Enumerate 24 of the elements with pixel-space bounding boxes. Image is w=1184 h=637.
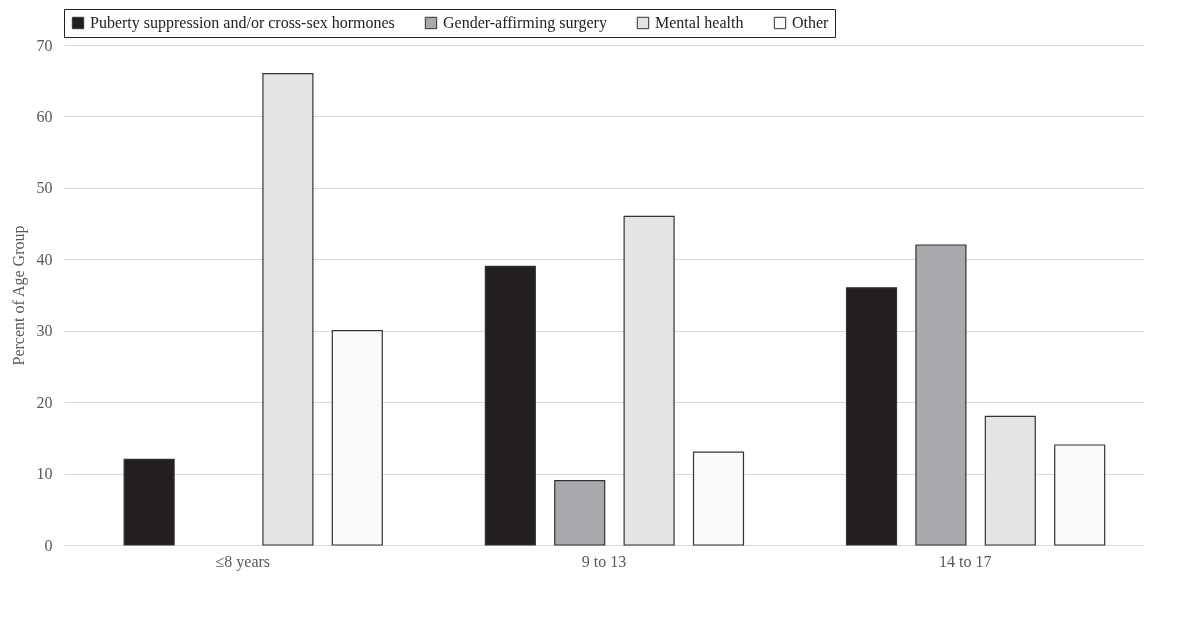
y-tick-label: 0: [44, 536, 53, 554]
bar: [331, 330, 383, 546]
y-tick-label: 60: [36, 107, 53, 125]
x-tick-label: ≤8 years: [215, 552, 271, 571]
legend-label: Puberty suppression and/or cross-sex hormones: [90, 14, 395, 32]
y-tick-label: 10: [36, 465, 53, 483]
y-tick-label: 70: [36, 36, 53, 54]
y-tick-label: 30: [36, 322, 53, 340]
bar: [915, 244, 967, 546]
legend-label: Mental health: [655, 14, 744, 31]
bar: [554, 480, 606, 546]
y-tick-label: 40: [36, 250, 53, 268]
bar: [845, 287, 898, 546]
y-axis-title: Percent of Age Group: [9, 225, 28, 366]
bar: [1054, 444, 1106, 546]
bar: [484, 265, 536, 546]
bar: [692, 451, 745, 546]
y-tick-label: 20: [36, 393, 53, 411]
x-tick-label: 9 to 13: [581, 552, 627, 570]
y-tick-label: 50: [36, 179, 53, 197]
legend-label: Gender-affirming surgery: [443, 14, 607, 32]
bar: [123, 458, 175, 546]
x-tick-label: 14 to 17: [938, 552, 992, 570]
legend-label: Other: [792, 14, 830, 31]
